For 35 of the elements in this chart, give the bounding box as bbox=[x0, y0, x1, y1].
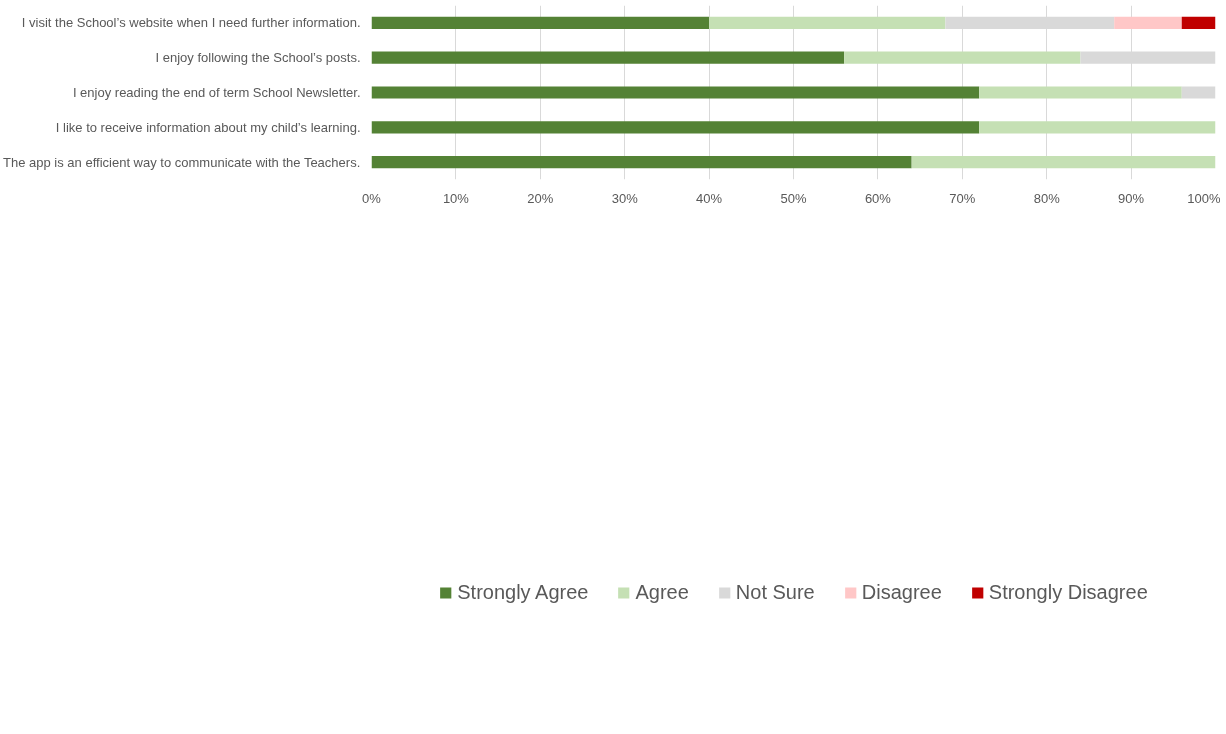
x-tick-label: 40% bbox=[696, 190, 723, 206]
bar bbox=[371, 156, 912, 169]
x-tick-label: 80% bbox=[1033, 190, 1061, 206]
x-tick-label: 20% bbox=[527, 190, 554, 206]
y-tick-label: I visit the School’s website when I need further information. bbox=[21, 15, 361, 31]
legend-label: Not Sure bbox=[735, 580, 815, 604]
bar bbox=[844, 51, 1081, 64]
legend-label: Agree bbox=[635, 580, 689, 604]
x-tick-label: 60% bbox=[864, 190, 892, 206]
bar bbox=[1114, 16, 1182, 29]
x-tick-label: 100% bbox=[1187, 190, 1221, 206]
legend-label: Disagree bbox=[861, 580, 942, 604]
x-tick-label: 90% bbox=[1118, 190, 1145, 206]
x-tick-label: 50% bbox=[780, 190, 807, 206]
bar bbox=[709, 16, 946, 29]
x-tick-label: 30% bbox=[611, 190, 639, 206]
bar bbox=[1181, 86, 1216, 99]
x-tick-label: 10% bbox=[442, 190, 470, 206]
bar bbox=[979, 121, 1216, 134]
bar bbox=[371, 51, 845, 64]
bar bbox=[371, 86, 980, 99]
legend-label: Strongly Agree bbox=[457, 580, 589, 604]
y-tick-label: The app is an efficient way to communicate with the Teachers. bbox=[3, 154, 361, 170]
bar bbox=[945, 16, 1115, 29]
bar bbox=[371, 121, 980, 134]
bar bbox=[1181, 16, 1216, 29]
x-tick-label: 0% bbox=[362, 190, 382, 206]
y-tick-label: I like to receive information about my child’s learning. bbox=[55, 119, 361, 135]
y-tick-label: I enjoy following the School’s posts. bbox=[155, 50, 361, 66]
bar bbox=[979, 86, 1182, 99]
y-tick-label: I enjoy reading the end of term School Newsletter. bbox=[72, 85, 361, 100]
x-tick-label: 70% bbox=[949, 190, 976, 206]
bar bbox=[911, 156, 1216, 169]
bar bbox=[371, 16, 710, 29]
legend-label: Strongly Disagree bbox=[988, 580, 1148, 604]
